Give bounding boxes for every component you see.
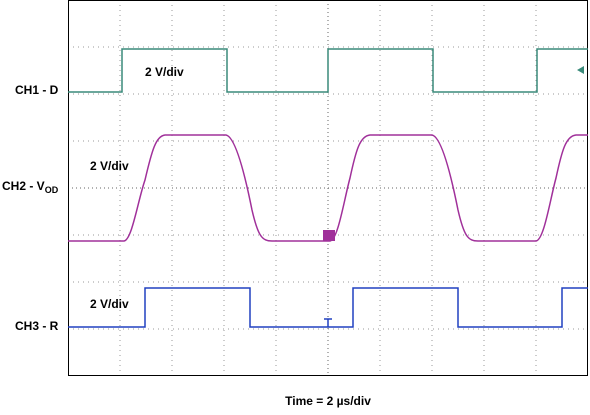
ch1-trace <box>68 48 588 93</box>
ch2-label-main: CH2 - V <box>2 179 45 193</box>
trigger-level <box>577 66 584 74</box>
ch2-scale: 2 V/div <box>90 159 129 173</box>
ch3-label: CH3 - R <box>15 319 59 333</box>
ch2-label: CH2 - VOD <box>2 179 59 195</box>
trigger-marker <box>323 230 335 241</box>
ch1-label: CH1 - D <box>15 83 59 97</box>
x-axis-label: Time = 2 µs/div <box>285 394 371 408</box>
ch3-marker <box>324 318 332 327</box>
ch3-scale: 2 V/div <box>90 297 129 311</box>
ch2-label-sub: OD <box>45 185 59 195</box>
x-label-unit: µs/div <box>337 394 372 408</box>
ch3-trace <box>68 287 588 328</box>
ch1-scale: 2 V/div <box>145 65 184 79</box>
x-label-prefix: Time = 2 <box>285 394 336 408</box>
plot-frame <box>68 0 588 376</box>
ch2-trace <box>68 134 588 242</box>
